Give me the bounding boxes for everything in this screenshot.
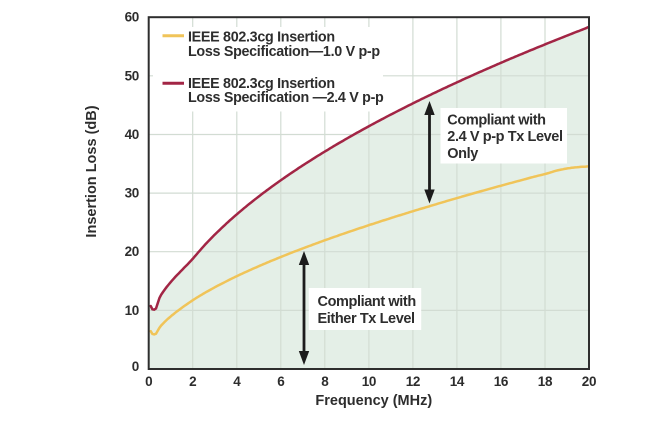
svg-text:20: 20 <box>582 374 596 389</box>
svg-text:8: 8 <box>321 374 329 389</box>
svg-text:60: 60 <box>125 10 139 25</box>
svg-text:12: 12 <box>406 374 420 389</box>
svg-text:14: 14 <box>450 374 465 389</box>
svg-text:2: 2 <box>189 374 196 389</box>
svg-text:10: 10 <box>125 303 139 318</box>
svg-text:16: 16 <box>494 374 509 389</box>
svg-text:20: 20 <box>125 244 139 259</box>
svg-text:Either Tx Level: Either Tx Level <box>318 311 415 327</box>
svg-text:Only: Only <box>447 146 478 162</box>
svg-text:30: 30 <box>125 186 139 201</box>
svg-text:Loss Specification—1.0 V p-p: Loss Specification—1.0 V p-p <box>188 44 380 60</box>
svg-text:4: 4 <box>233 374 241 389</box>
svg-text:0: 0 <box>132 359 139 374</box>
svg-text:0: 0 <box>145 374 152 389</box>
svg-text:6: 6 <box>277 374 285 389</box>
svg-text:50: 50 <box>125 68 139 83</box>
svg-text:Compliant with: Compliant with <box>447 113 545 129</box>
svg-text:40: 40 <box>125 127 139 142</box>
svg-text:IEEE 802.3cg Insertion: IEEE 802.3cg Insertion <box>188 76 335 92</box>
svg-text:2.4 V p-p Tx Level: 2.4 V p-p Tx Level <box>447 129 562 145</box>
svg-text:Compliant with: Compliant with <box>318 294 416 310</box>
svg-text:18: 18 <box>538 374 553 389</box>
svg-text:Loss Specification —2.4 V p-p: Loss Specification —2.4 V p-p <box>188 90 384 106</box>
svg-text:10: 10 <box>362 374 376 389</box>
svg-text:Insertion Loss (dB): Insertion Loss (dB) <box>84 105 100 237</box>
svg-text:IEEE 802.3cg Insertion: IEEE 802.3cg Insertion <box>188 30 335 46</box>
svg-text:Frequency (MHz): Frequency (MHz) <box>315 393 432 409</box>
